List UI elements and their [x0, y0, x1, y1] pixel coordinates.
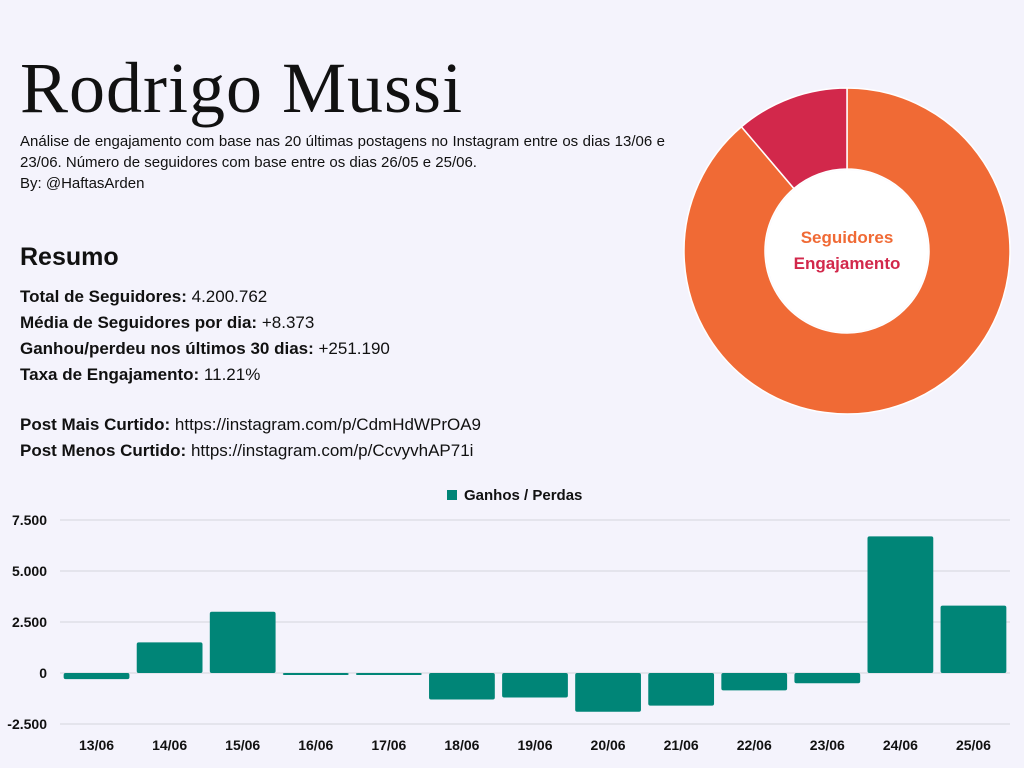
post-label: Post Menos Curtido: [20, 441, 187, 460]
bar-16-06 [282, 673, 349, 676]
bar-19-06 [502, 673, 568, 698]
summary-heading: Resumo [20, 243, 119, 271]
bar-14-06 [136, 642, 203, 673]
stat-label: Média de Seguidores por dia: [20, 313, 258, 332]
donut-slice-seguidores [683, 87, 1011, 415]
post-link[interactable]: https://instagram.com/p/CcvyvhAP71i [190, 441, 474, 460]
post-link[interactable]: https://instagram.com/p/CdmHdWPrOA9 [174, 415, 481, 434]
page-title: Rodrigo Mussi [20, 48, 464, 128]
stat-engagement-rate: Taxa de Engajamento: 11.21% [20, 362, 390, 388]
bar-18-06 [429, 673, 495, 700]
bar-chart: Ganhos / Perdas 7.500 5.000 2.500 0 -2.500 13/… [7, 487, 1010, 753]
description-text: Análise de engajamento com base nas 20 ú… [20, 133, 665, 171]
stat-avg-followers-per-day: Média de Seguidores por dia: +8.373 [20, 310, 390, 336]
bar-25-06 [940, 605, 1007, 673]
stat-value: +251.190 [318, 339, 390, 358]
y-tick-label: 5.000 [12, 563, 47, 579]
most-liked-post: Post Mais Curtido: https://instagram.com… [20, 412, 481, 438]
donut-hole [766, 170, 928, 332]
stat-value: 11.21% [203, 365, 261, 384]
stat-label: Total de Seguidores: [20, 287, 187, 306]
bar-21-06 [648, 673, 715, 706]
x-tick-label: 24/06 [883, 737, 918, 753]
x-tick-label: 18/06 [444, 737, 479, 753]
donut-label-engajamento: Engajamento [794, 254, 901, 273]
bar-13-06 [63, 673, 130, 680]
stat-label: Ganhou/perdeu nos últimos 30 dias: [20, 339, 314, 358]
x-tick-label: 14/06 [152, 737, 187, 753]
post-links: Post Mais Curtido: https://instagram.com… [20, 412, 481, 464]
x-tick-label: 21/06 [664, 737, 699, 753]
y-tick-label: 2.500 [12, 614, 47, 630]
x-tick-label: 19/06 [517, 737, 552, 753]
least-liked-post: Post Menos Curtido: https://instagram.co… [20, 438, 481, 464]
x-tick-label: 15/06 [225, 737, 260, 753]
y-tick-label: 0 [39, 665, 47, 681]
y-tick-label: -2.500 [7, 716, 47, 732]
y-tick-label: 7.500 [12, 512, 47, 528]
stat-gain-last-30-days: Ganhou/perdeu nos últimos 30 dias: +251.… [20, 336, 390, 362]
byline: By: @HaftasArden [20, 175, 145, 192]
post-label: Post Mais Curtido: [20, 415, 171, 434]
bar-20-06 [575, 673, 641, 712]
x-tick-label: 17/06 [371, 737, 406, 753]
stat-total-followers: Total de Seguidores: 4.200.762 [20, 284, 390, 310]
summary-stats: Total de Seguidores: 4.200.762 Média de … [20, 284, 390, 388]
stat-value: 4.200.762 [191, 287, 268, 306]
x-tick-label: 22/06 [737, 737, 772, 753]
x-tick-label: 25/06 [956, 737, 991, 753]
bar-17-06 [355, 673, 422, 676]
donut-label-seguidores: Seguidores [801, 228, 894, 247]
donut-slice-engajamento [740, 87, 848, 190]
stat-value: +8.373 [261, 313, 315, 332]
legend-swatch [447, 490, 457, 500]
bar-22-06 [721, 673, 788, 691]
bar-23-06 [794, 673, 861, 684]
x-tick-label: 16/06 [298, 737, 333, 753]
bar-24-06 [867, 536, 934, 673]
legend-label: Ganhos / Perdas [464, 487, 582, 504]
x-tick-label: 20/06 [591, 737, 626, 753]
donut-chart: Seguidores Engajamento [683, 87, 1011, 415]
bar-15-06 [209, 611, 276, 673]
stat-label: Taxa de Engajamento: [20, 365, 200, 384]
x-tick-label: 23/06 [810, 737, 845, 753]
description: Análise de engajamento com base nas 20 ú… [20, 131, 665, 194]
x-tick-label: 13/06 [79, 737, 114, 753]
